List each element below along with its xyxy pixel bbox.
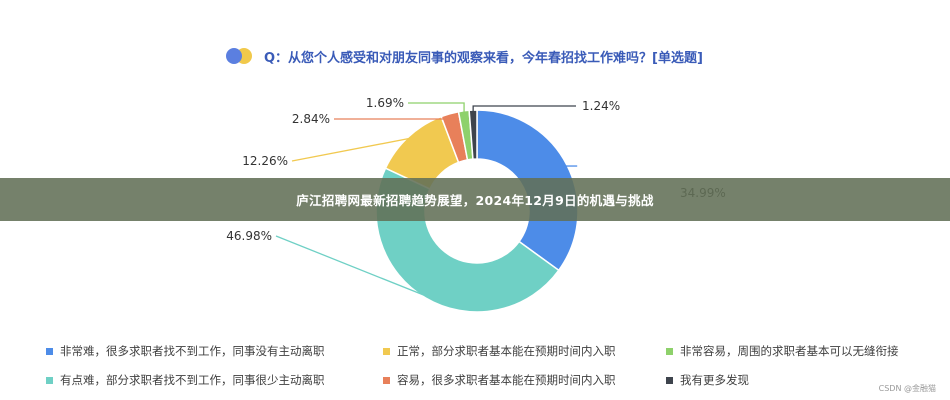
- legend-item[interactable]: 我有更多发现: [666, 372, 926, 388]
- leader-line-3: [334, 115, 451, 120]
- donut-slice-5: [468, 109, 478, 160]
- legend-label: 非常难，很多求职者找不到工作，同事没有主动离职: [60, 344, 325, 358]
- legend-swatch: [666, 347, 673, 355]
- watermark: CSDN @金融猫: [878, 384, 936, 393]
- chart-legend: 非常难，很多求职者找不到工作，同事没有主动离职 正常，部分求职者基本能在预期时间内…: [46, 343, 926, 388]
- legend-label: 我有更多发现: [680, 373, 749, 387]
- title-dots-icon: [226, 47, 254, 65]
- legend-item[interactable]: 正常，部分求职者基本能在预期时间内入职: [383, 343, 666, 359]
- banner-title: 庐江招聘网最新招聘趋势展望，2024年12月9日的机遇与挑战: [296, 193, 654, 208]
- legend-label: 容易，很多求职者基本能在预期时间内入职: [397, 373, 616, 387]
- slice-value-label: 12.26%: [242, 154, 288, 168]
- legend-swatch: [666, 376, 673, 384]
- slice-value-label: 1.69%: [366, 96, 404, 110]
- chart-title: Q：从您个人感受和对朋友同事的观察来看，今年春招找工作难吗？[单选题]: [264, 50, 703, 66]
- blue-dot-icon: [226, 48, 242, 64]
- leader-line-1: [275, 235, 427, 297]
- chart-title-row: Q：从您个人感受和对朋友同事的观察来看，今年春招找工作难吗？[单选题]: [226, 44, 703, 68]
- legend-item[interactable]: 有点难，部分求职者找不到工作，同事很少主动离职: [46, 372, 383, 388]
- legend-item[interactable]: 非常容易，周围的求职者基本可以无缝衔接: [666, 343, 926, 359]
- legend-swatch: [46, 347, 53, 355]
- slice-value-label: 2.84%: [292, 112, 330, 126]
- leader-line-5: [472, 105, 576, 113]
- legend-swatch: [383, 347, 390, 355]
- legend-item[interactable]: 非常难，很多求职者找不到工作，同事没有主动离职: [46, 343, 383, 359]
- leader-line-2: [291, 137, 410, 162]
- slice-value-label: 46.98%: [226, 229, 272, 243]
- legend-swatch: [46, 376, 53, 384]
- overlay-banner: 庐江招聘网最新招聘趋势展望，2024年12月9日的机遇与挑战: [0, 178, 950, 221]
- legend-item[interactable]: 容易，很多求职者基本能在预期时间内入职: [383, 372, 666, 388]
- legend-label: 非常容易，周围的求职者基本可以无缝衔接: [680, 344, 899, 358]
- legend-label: 正常，部分求职者基本能在预期时间内入职: [397, 344, 616, 358]
- legend-label: 有点难，部分求职者找不到工作，同事很少主动离职: [60, 373, 325, 387]
- legend-swatch: [383, 376, 390, 384]
- slice-value-label: 1.24%: [582, 99, 620, 113]
- leader-line-4: [408, 102, 465, 113]
